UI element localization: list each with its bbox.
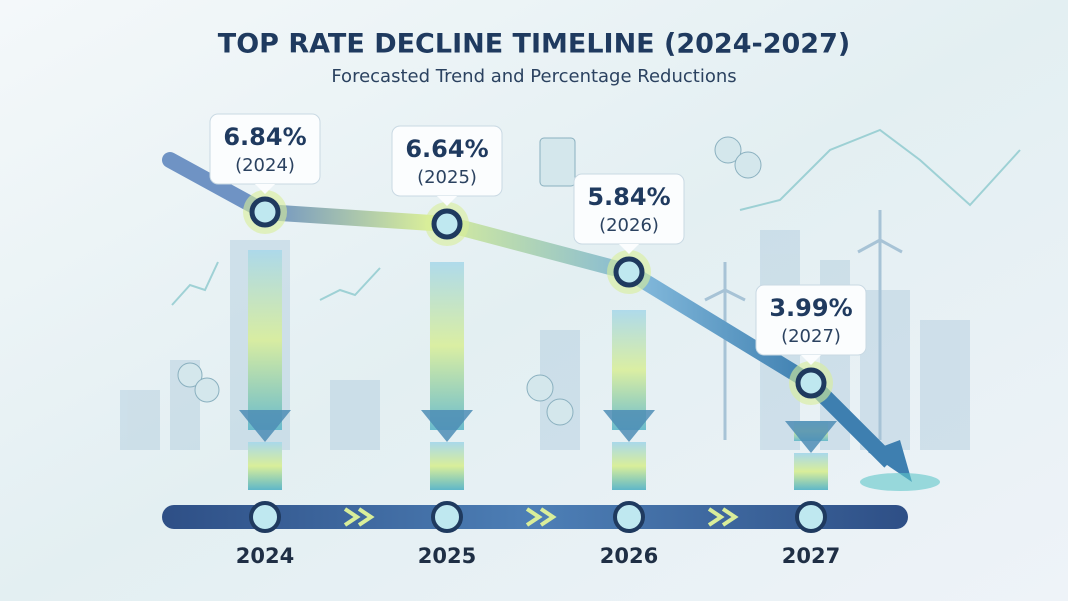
callout-pointer	[255, 184, 275, 194]
callout-pointer	[801, 355, 821, 365]
point-label: (2025)	[417, 167, 477, 188]
point-label: (2024)	[235, 155, 295, 176]
down-arrow-base	[248, 442, 282, 490]
value-label: 5.84%	[587, 183, 670, 211]
down-arrow-head	[603, 410, 655, 442]
value-label: 6.84%	[223, 123, 306, 151]
timeline-chevron	[343, 507, 375, 527]
timeline-chevron	[525, 507, 557, 527]
down-arrow-head	[785, 421, 837, 453]
timeline-node	[431, 501, 463, 533]
trend-line	[264, 204, 816, 390]
callout-pointer	[437, 196, 457, 206]
data-point	[249, 196, 281, 228]
timeline-chevron	[707, 507, 739, 527]
timeline-node	[613, 501, 645, 533]
timeline-node	[795, 501, 827, 533]
trend-arrowhead	[868, 440, 912, 482]
x-tick-label: 2025	[418, 544, 476, 568]
down-arrow-shaft	[248, 250, 282, 430]
down-arrow-base	[612, 442, 646, 490]
timeline-node	[249, 501, 281, 533]
target-ring	[860, 473, 940, 491]
down-arrow-head	[239, 410, 291, 442]
x-tick-label: 2026	[600, 544, 658, 568]
x-tick-label: 2027	[782, 544, 840, 568]
value-label: 6.64%	[405, 135, 488, 163]
decor-icons	[177, 136, 762, 426]
chart-title: TOP RATE DECLINE TIMELINE (2024-2027)	[218, 29, 850, 60]
chart-subtitle: Forecasted Trend and Percentage Reductio…	[331, 66, 736, 87]
data-point	[795, 367, 827, 399]
callout-pointer	[619, 244, 639, 254]
down-arrow-base	[794, 453, 828, 490]
x-tick-label: 2024	[236, 544, 294, 568]
value-label: 3.99%	[769, 294, 852, 322]
down-arrow-shaft	[430, 262, 464, 430]
point-label: (2026)	[599, 215, 659, 236]
decor-trend	[171, 128, 1021, 306]
down-arrow-head	[421, 410, 473, 442]
wind-turbines	[704, 210, 903, 440]
point-label: (2027)	[781, 326, 841, 347]
data-point	[613, 256, 645, 288]
down-arrow-base	[430, 442, 464, 490]
data-point	[431, 208, 463, 240]
